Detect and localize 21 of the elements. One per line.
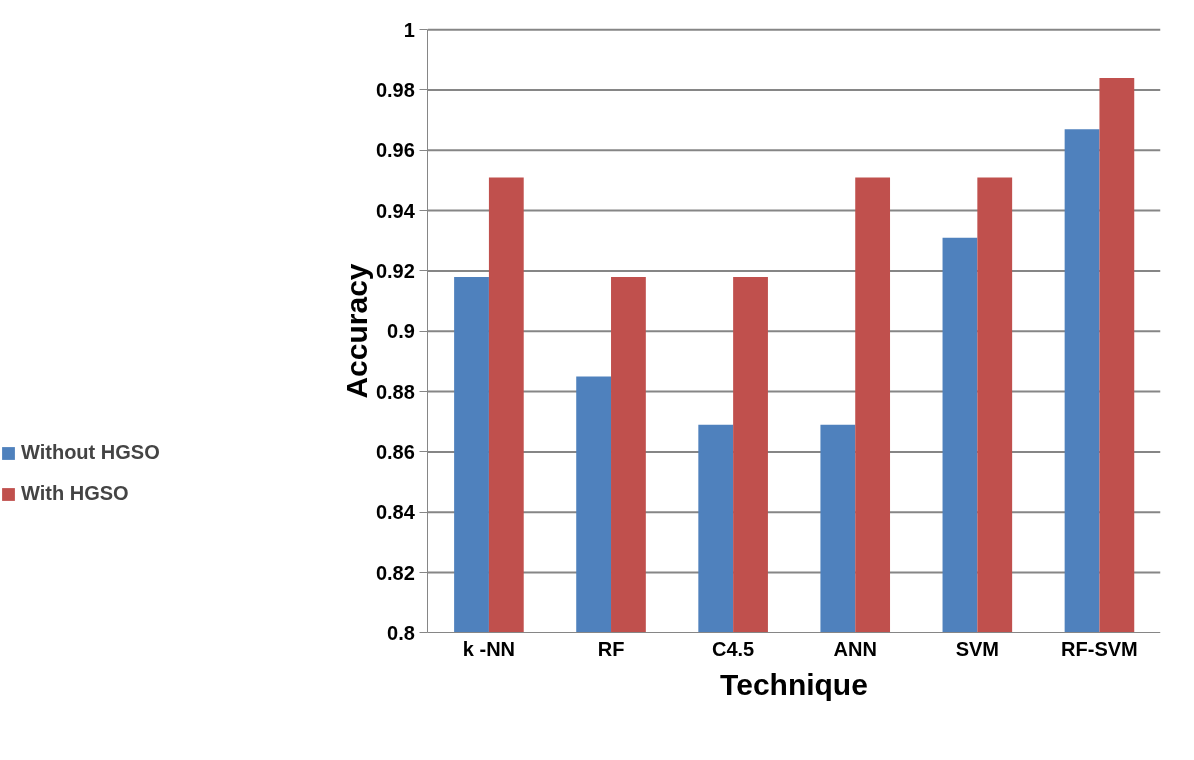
y-tick-label: 0.82 <box>375 561 415 584</box>
x-tick-label: k -NN <box>462 637 516 660</box>
x-tick-label: RF-SVM <box>1061 637 1138 660</box>
legend-label: With HGSO <box>21 482 130 505</box>
y-tick-label: 0.98 <box>375 78 415 101</box>
y-tick-label: 0.96 <box>375 139 415 162</box>
y-tick-label: 0.8 <box>387 621 415 644</box>
y-tick-label: 0.92 <box>375 259 415 282</box>
y-tick-label: 0.88 <box>375 380 415 403</box>
y-tick-label: 0.84 <box>375 501 416 524</box>
x-tick-label: RF <box>597 637 625 660</box>
x-tick-label: ANN <box>833 637 877 660</box>
y-tick-label: 0.86 <box>375 440 415 463</box>
x-tick-label: SVM <box>955 637 1000 660</box>
y-tick-label: 0.9 <box>387 320 415 343</box>
y-tick-label: 1 <box>403 18 415 41</box>
y-tick-label: 0.94 <box>375 199 416 222</box>
y-axis-title: Accuracy <box>339 263 373 399</box>
x-tick-label: C4.5 <box>712 637 755 660</box>
x-axis-title: Technique <box>720 667 868 701</box>
legend-label: Without HGSO <box>21 441 161 464</box>
